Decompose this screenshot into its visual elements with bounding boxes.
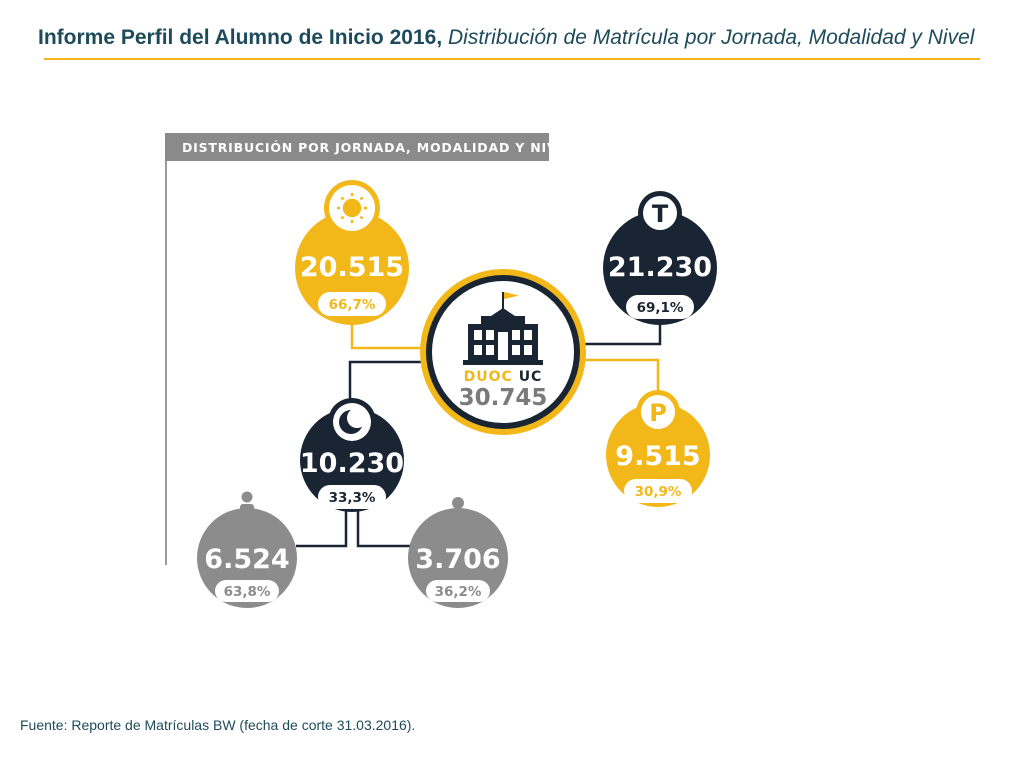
source-note: Fuente: Reporte de Matrículas BW (fecha …: [20, 717, 416, 733]
node-circle: [603, 211, 717, 325]
icon-badge-inner: [643, 196, 677, 230]
school-building-icon: [463, 292, 543, 365]
center-total: 30.745: [459, 385, 548, 411]
center-brand: DUOC UC: [464, 369, 543, 385]
connector-tradicional: [578, 322, 662, 346]
icon-badge-inner: [641, 395, 675, 429]
node-pct: 69,1%: [637, 300, 684, 316]
pct-pill: [318, 292, 386, 316]
title-main: Informe Perfil del Alumno de Inicio 2016…: [38, 26, 443, 49]
node-tradicional: T 21.230 69,1%: [603, 191, 717, 325]
node-value: 20.515: [300, 252, 404, 283]
node-value: 21.230: [608, 252, 712, 283]
node-vespertina: 10.230 33,3%: [300, 398, 404, 512]
pct-pill: [318, 485, 386, 509]
node-pct: 33,3%: [329, 490, 376, 506]
pct-pill: [626, 295, 694, 319]
worker-icon: [444, 497, 472, 533]
connectors: [296, 322, 662, 548]
connector-profesional: [574, 358, 660, 396]
letter-p-icon: P: [649, 399, 667, 427]
node-value: 6.524: [204, 544, 289, 575]
brand-duoc: DUOC: [464, 369, 513, 385]
node-diurna: 20.515 66,7%: [295, 180, 409, 325]
title-rule: [44, 58, 980, 60]
center-node: DUOC UC 30.745: [420, 269, 586, 435]
person-icon: [240, 491, 254, 530]
crescent-moon-icon: [339, 408, 367, 434]
node-profesional: P 9.515 30,9%: [606, 390, 710, 507]
node-value: 3.706: [415, 544, 500, 575]
node-adulto: 6.524 63,8%: [197, 491, 297, 608]
diagram-header: DISTRIBUCIÓN POR JORNADA, MODALIDAD Y NI…: [182, 140, 576, 155]
node-trabajador: 3.706 36,2%: [408, 497, 508, 608]
node-value: 10.230: [300, 448, 404, 479]
connector-adulto: [296, 510, 348, 548]
sun-icon: [337, 193, 367, 223]
letter-t-icon: T: [652, 200, 669, 228]
node-value: 9.515: [615, 441, 700, 472]
node-pct: 36,2%: [435, 584, 482, 600]
node-pct: 30,9%: [635, 484, 682, 500]
pct-pill: [215, 580, 279, 602]
pct-pill: [624, 479, 692, 503]
diagram-header-bar: [165, 133, 549, 161]
title-sub: Distribución de Matrícula por Jornada, M…: [448, 26, 975, 49]
node-pct: 66,7%: [329, 297, 376, 313]
slide-title: Informe Perfil del Alumno de Inicio 2016…: [38, 26, 974, 50]
pct-pill: [426, 580, 490, 602]
brand-uc: UC: [519, 369, 543, 385]
connector-diurna: [350, 322, 432, 350]
node-pct: 63,8%: [224, 584, 271, 600]
connector-trabajador: [356, 510, 410, 548]
